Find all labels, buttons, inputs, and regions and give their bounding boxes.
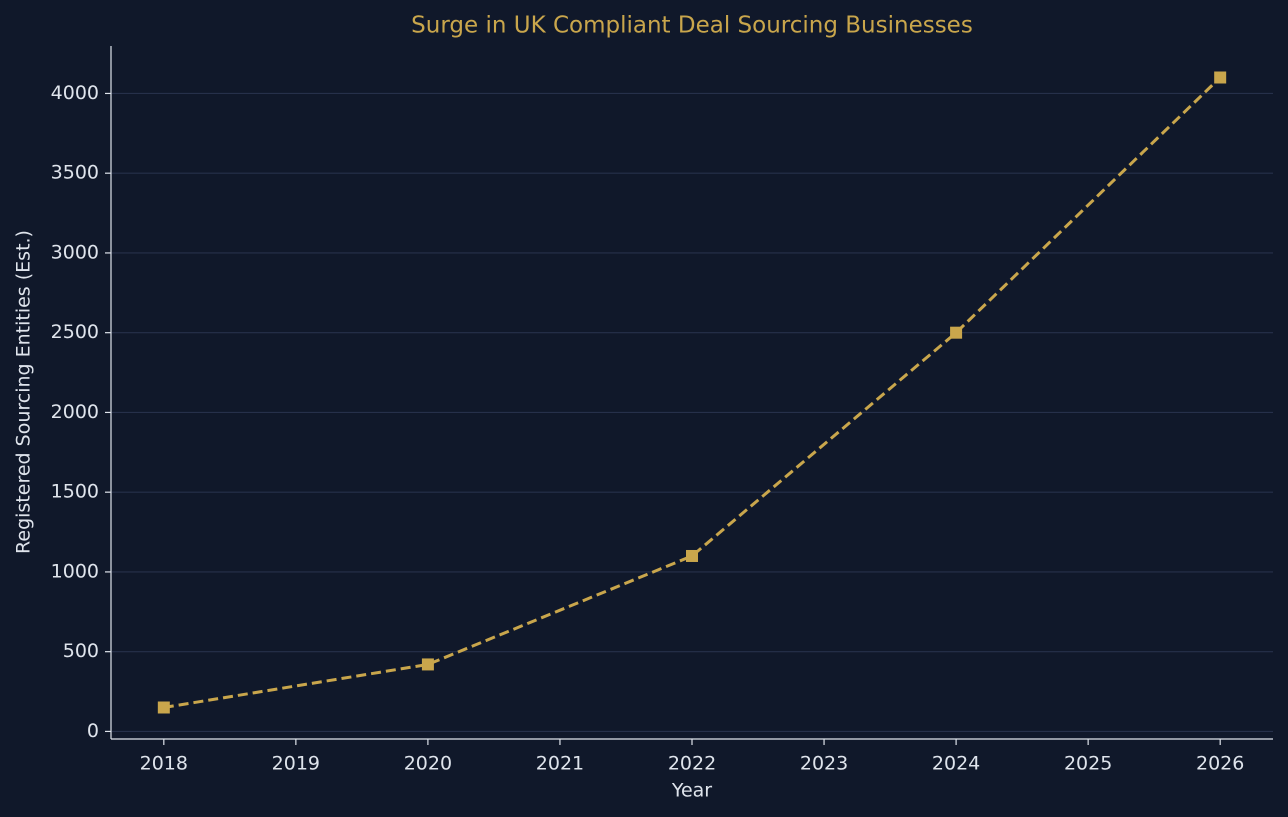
chart-title: Surge in UK Compliant Deal Sourcing Busi…: [411, 13, 973, 39]
x-tick-label: 2018: [140, 753, 188, 775]
y-tick-label: 2500: [51, 321, 99, 343]
data-point: [686, 549, 698, 562]
y-tick-label: 1000: [51, 560, 99, 582]
x-tick-label: 2022: [668, 753, 716, 775]
x-tick-label: 2025: [1064, 753, 1112, 775]
x-tick-label: 2019: [272, 753, 320, 775]
x-tick-label: 2023: [800, 753, 848, 775]
y-tick-label: 3000: [51, 241, 99, 263]
x-tick-label: 2026: [1196, 753, 1244, 775]
y-axis-label: Registered Sourcing Entities (Est.): [13, 230, 35, 554]
data-line: [163, 76, 1222, 709]
data-point: [950, 326, 963, 339]
data-point: [157, 701, 170, 714]
x-tick-label: 2020: [404, 753, 452, 775]
y-tick-label: 3500: [51, 162, 99, 184]
y-tick-label: 2000: [51, 401, 99, 423]
x-tick-label: 2024: [932, 753, 980, 775]
x-tick-label: 2021: [536, 753, 584, 775]
y-tick-label: 0: [87, 720, 99, 742]
y-tick-label: 4000: [51, 82, 99, 104]
data-point: [1214, 71, 1227, 84]
y-tick-label: 500: [63, 640, 99, 662]
data-point: [421, 658, 434, 671]
x-axis-label: Year: [671, 780, 712, 802]
y-tick-label: 1500: [51, 481, 99, 503]
